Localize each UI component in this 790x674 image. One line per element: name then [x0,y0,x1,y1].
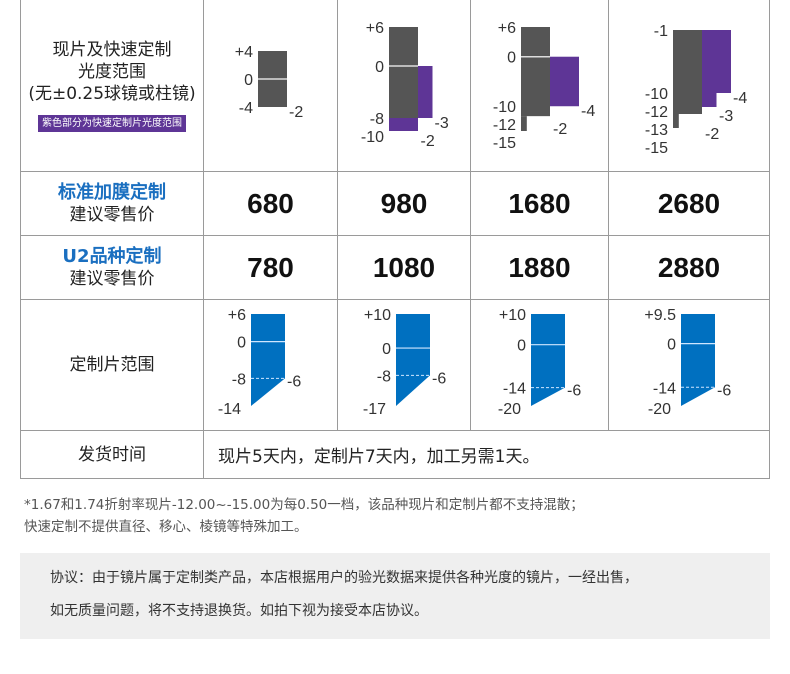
custom-range-bar [681,314,715,406]
range-chart-4: -1 -10-12-13-15 -4-3-2 [645,23,747,157]
sphere-max-label: +6 [228,307,246,324]
agreement-line: 如无质量问题，将不支持退换货。如拍下视为接受本店协议。 [50,603,428,619]
u2-subtitle: 建议零售价 [69,268,155,289]
sphere-max-label: +10 [499,307,526,324]
quick-range-bar [702,30,731,93]
range-chart-2: +6 0 -8-10 -3-2 [361,20,449,150]
sphere-mid-label: -14 [503,381,526,398]
sphere-label: -15 [493,135,516,152]
range-title-line: 现片及快速定制 [52,39,172,60]
sphere-label: -10 [645,86,668,103]
standard-price: 980 [337,171,471,236]
cylinder-label: -3 [435,115,449,132]
cylinder-label: -4 [733,90,747,107]
u2-price: 1080 [337,235,471,300]
agreement-box: 协议：由于镜片属于定制类产品，本店根据用户的验光数据来提供各种光度的镜片，一经出… [20,553,770,639]
sphere-label: 0 [244,72,253,89]
sphere-label: +6 [366,20,384,37]
standard-subtitle: 建议零售价 [69,204,155,225]
cylinder-label: -2 [705,126,719,143]
sphere-label: -10 [493,99,516,116]
custom-range-bar [396,314,430,406]
cylinder-label: -6 [717,382,731,399]
cylinder-label: -2 [289,104,303,121]
sphere-zero-label: 0 [382,341,391,358]
sphere-mid-label: -8 [377,368,391,385]
custom-chart-2: +10 0 -8 -17 -6 [363,307,446,418]
range-title-line: 光度范围 [78,61,146,82]
sphere-min-label: -20 [648,401,671,418]
sphere-label: -12 [645,104,668,121]
quick-range-bar [389,118,418,131]
cylinder-label: -6 [287,373,301,390]
stock-range-bar [521,27,550,117]
u2-price: 2880 [608,235,770,300]
range-chart-1: +4 0 -4 -2 [235,44,304,121]
custom-row-label: 定制片范围 [20,299,204,431]
cylinder-label: -2 [553,121,567,138]
sphere-max-label: +9.5 [644,307,676,324]
cylinder-label: -6 [432,370,446,387]
sphere-label: -15 [645,140,668,157]
quick-range-bar [550,56,579,107]
standard-price: 1680 [470,171,609,236]
quick-range-bar [418,66,433,118]
shipping-text: 现片5天内，定制片7天内，加工另需1天。 [203,430,770,479]
custom-range-bar [531,314,565,406]
custom-chart-4: +9.5 0 -14 -20 -6 [644,307,731,418]
sphere-zero-label: 0 [517,338,526,355]
sphere-zero-label: 0 [237,335,246,352]
standard-row-label: 标准加膜定制 建议零售价 [20,171,204,236]
custom-range-bar [251,314,285,406]
sphere-max-label: +10 [364,307,391,324]
sphere-label: +6 [498,20,516,37]
sphere-label: -1 [654,23,668,40]
shipping-row-label: 发货时间 [20,430,204,479]
u2-price: 1880 [470,235,609,300]
sphere-label: -4 [239,100,253,117]
range-chart-3: +6 0 -10-12-15 -4 -2 [493,20,595,152]
standard-price: 680 [203,171,338,236]
cylinder-label: -6 [567,383,581,400]
custom-chart-3: +10 0 -14 -20 -6 [498,307,581,418]
stock-range-bar [673,30,702,114]
footnote-line: *1.67和1.74折射率现片-12.00~-15.00为每0.50一档，该品种… [24,497,584,513]
stock-range-bar [673,114,679,128]
sphere-label: 0 [507,50,516,67]
stock-range-bar [389,27,418,118]
sphere-label: -8 [370,111,384,128]
standard-price: 2680 [608,171,770,236]
agreement-line: 协议：由于镜片属于定制类产品，本店根据用户的验光数据来提供各种光度的镜片，一经出… [50,570,638,586]
cylinder-label: -2 [421,133,435,150]
sphere-min-label: -17 [363,401,386,418]
u2-price: 780 [203,235,338,300]
standard-title: 标准加膜定制 [58,181,166,203]
sphere-label: 0 [375,59,384,76]
quick-range-bar [702,93,717,107]
purple-legend-badge: 紫色部分为快速定制片光度范围 [38,114,186,132]
sphere-zero-label: 0 [667,337,676,354]
sphere-label: -10 [361,129,384,146]
range-title-line: (无±0.25球镜或柱镜) [28,83,196,104]
range-row-label: 现片及快速定制 光度范围 (无±0.25球镜或柱镜) 紫色部分为快速定制片光度范… [20,0,204,172]
sphere-label: -13 [645,122,668,139]
custom-chart-1: +6 0 -8 -14 -6 [218,307,301,418]
sphere-mid-label: -14 [653,380,676,397]
cylinder-label: -4 [581,103,595,120]
footnote: *1.67和1.74折射率现片-12.00~-15.00为每0.50一档，该品种… [24,494,584,538]
u2-row-label: U2品种定制 建议零售价 [20,235,204,300]
lens-spec-table: 现片及快速定制 光度范围 (无±0.25球镜或柱镜) 紫色部分为快速定制片光度范… [20,0,770,479]
footnote-line: 快速定制不提供直径、移心、棱镜等特殊加工。 [24,519,308,535]
u2-title: U2品种定制 [62,245,162,267]
sphere-label: +4 [235,44,253,61]
cylinder-label: -3 [719,108,733,125]
sphere-mid-label: -8 [232,371,246,388]
stock-range-bar [521,116,527,131]
sphere-min-label: -14 [218,401,241,418]
sphere-min-label: -20 [498,401,521,418]
sphere-label: -12 [493,117,516,134]
